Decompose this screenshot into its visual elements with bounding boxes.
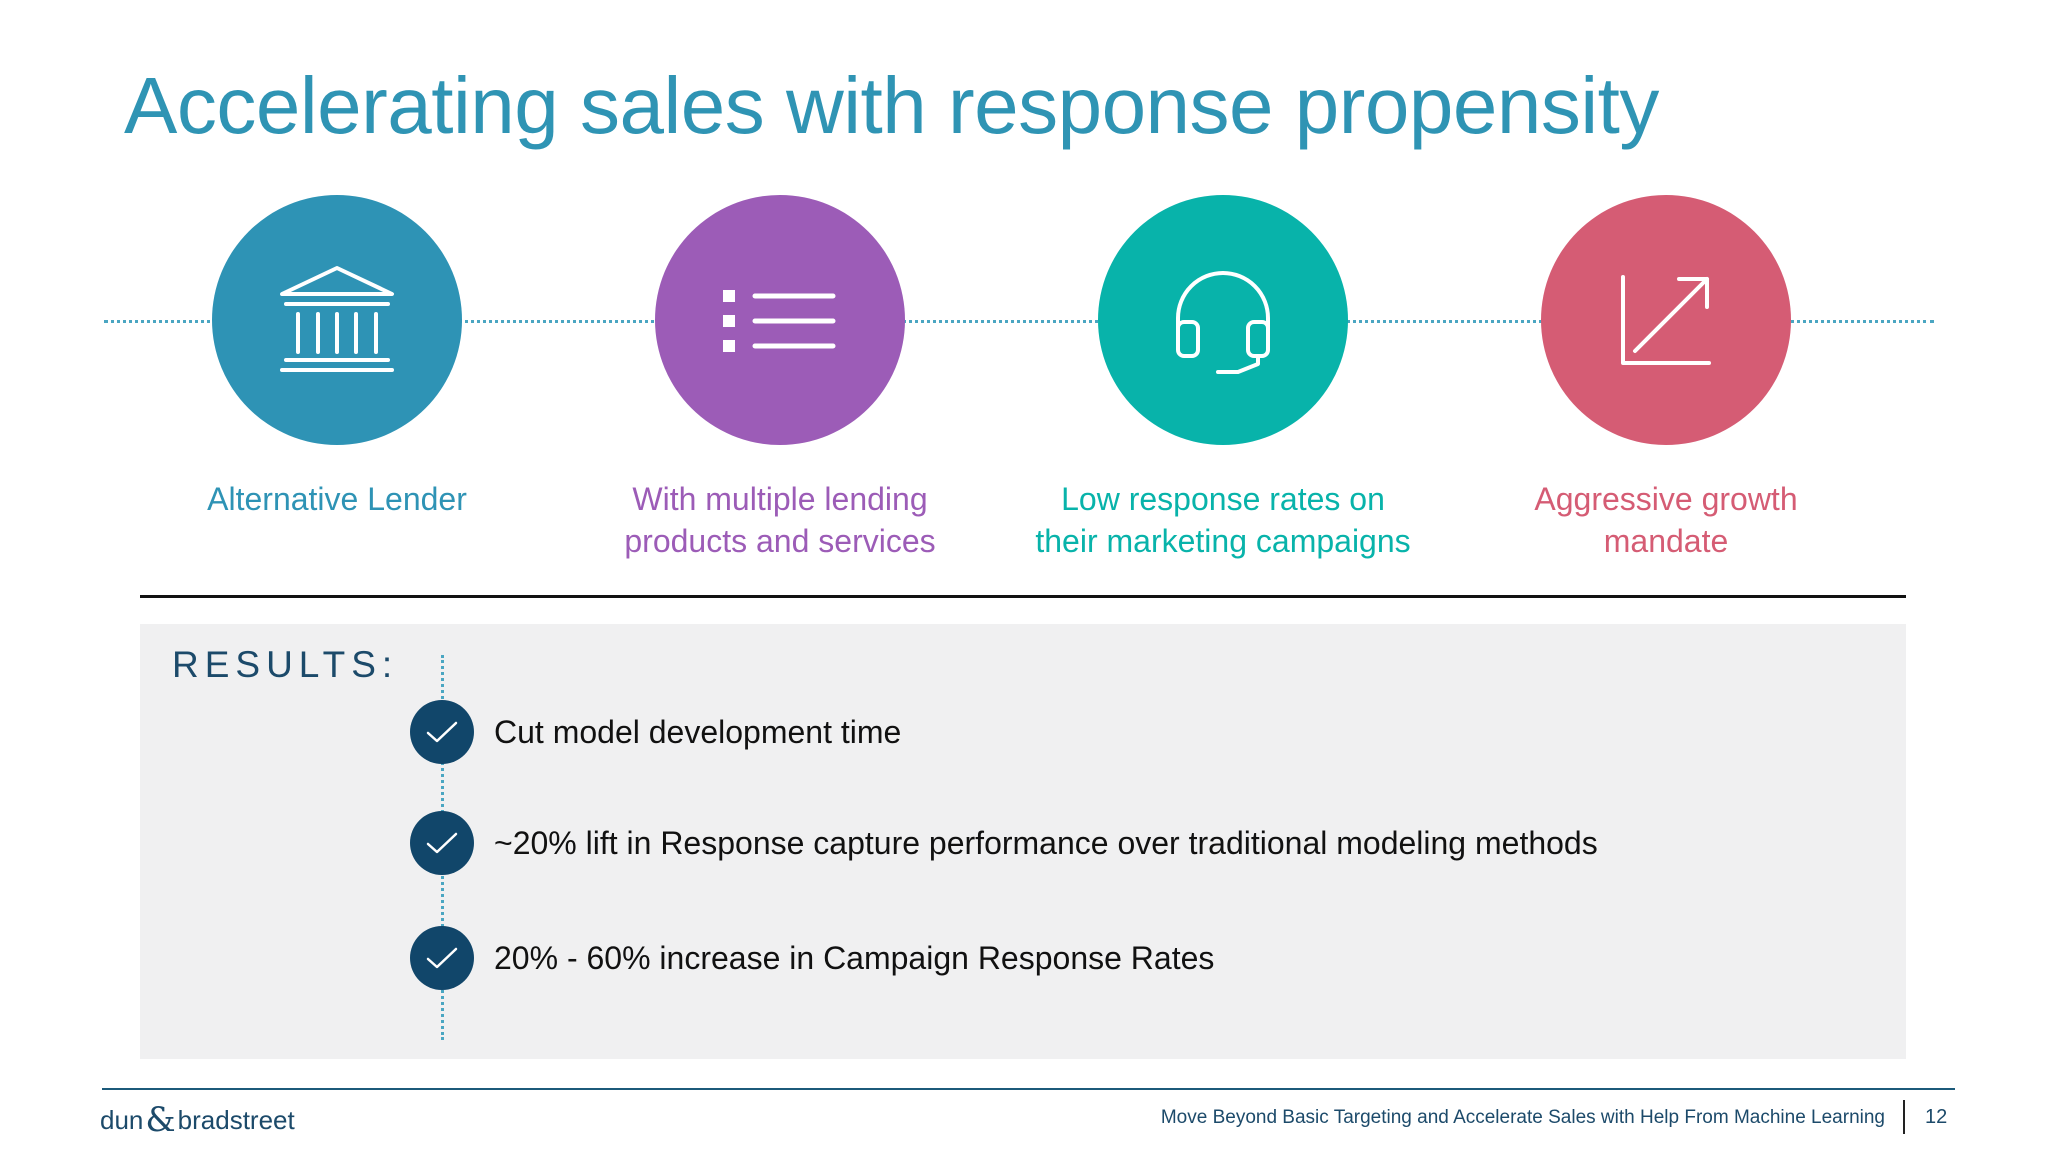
step-label-line: mandate (1603, 523, 1729, 559)
logo-text: dun (100, 1104, 144, 1135)
step-label-line: Alternative Lender (207, 481, 467, 517)
footer-caption: Move Beyond Basic Targeting and Accelera… (1160, 1107, 1885, 1128)
results-title: RESULTS: (172, 644, 399, 685)
step-label-line: With multiple lending (632, 481, 928, 517)
result-item: Cut model development time (410, 700, 901, 764)
result-text: Cut model development time (494, 713, 902, 750)
result-text: 20% - 60% increase in Campaign Response … (494, 939, 1215, 976)
step-label: Alternative Lender (137, 478, 537, 520)
company-logo: dun & bradstreet (100, 1100, 295, 1140)
step-label: Aggressive growth mandate (1466, 478, 1866, 562)
checkmark-icon (410, 811, 474, 875)
step-label: Low response rates on their marketing ca… (1023, 478, 1423, 562)
result-item: ~20% lift in Response capture performanc… (410, 811, 1598, 875)
step-label-line: Aggressive growth (1534, 481, 1798, 517)
logo-text: bradstreet (177, 1104, 295, 1135)
result-item: 20% - 60% increase in Campaign Response … (410, 926, 1214, 990)
checkmark-icon (410, 926, 474, 990)
step-label-line: Low response rates on (1061, 481, 1385, 517)
headset-icon (1098, 195, 1348, 445)
step-label-line: products and services (624, 523, 936, 559)
list-icon (655, 195, 905, 445)
step-label-line: their marketing campaigns (1035, 523, 1411, 559)
checkmark-icon (410, 700, 474, 764)
result-text: ~20% lift in Response capture performanc… (494, 824, 1598, 861)
section-divider (140, 595, 1906, 598)
page-number: 12 (1925, 1106, 1948, 1128)
footer-separator (1903, 1100, 1905, 1134)
growth-arrow-icon (1541, 195, 1791, 445)
step-label: With multiple lending products and servi… (580, 478, 980, 562)
slide-title: Accelerating sales with response propens… (124, 61, 1659, 150)
bank-icon (212, 195, 462, 445)
logo-ampersand: & (145, 1100, 176, 1140)
steps-connector-line (104, 320, 1934, 323)
footer-rule (102, 1088, 1955, 1090)
